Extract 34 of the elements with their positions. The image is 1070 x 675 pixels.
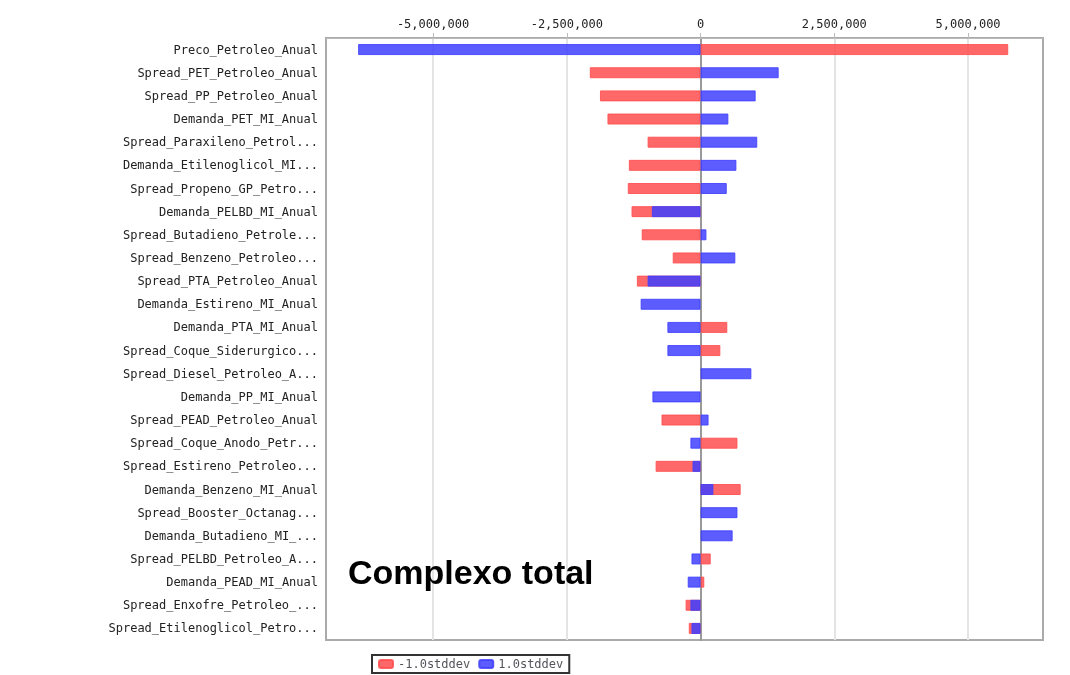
y-tick-label: Demanda_PET_MI_Anual xyxy=(173,112,318,127)
y-tick-label: Spread_Coque_Anodo_Petr... xyxy=(130,436,318,451)
y-tick-label: Preco_Petroleo_Anual xyxy=(173,42,318,57)
x-tick-label: 5,000,000 xyxy=(935,17,1001,31)
y-tick-label: Spread_Paraxileno_Petrol... xyxy=(122,135,318,150)
y-tick-label: Spread_Booster_Octanag... xyxy=(137,505,318,520)
y-tick-label: Demanda_Etilenoglicol_MI... xyxy=(122,158,318,173)
legend-label: -1.0stddev xyxy=(398,657,471,671)
x-tick-label: 0 xyxy=(696,17,705,31)
y-tick-label: Demanda_Butadieno_MI_... xyxy=(144,528,318,543)
y-tick-label: Spread_Etilenoglicol_Petro... xyxy=(108,621,318,636)
y-tick-label: Demanda_PEAD_MI_Anual xyxy=(166,575,318,590)
y-tick-label: Spread_Benzeno_Petroleo... xyxy=(130,250,318,265)
y-tick-label: Spread_Propeno_GP_Petro... xyxy=(130,181,318,196)
y-tick-label: Demanda_Benzeno_MI_Anual xyxy=(144,482,318,497)
x-tick-label: -5,000,000 xyxy=(396,17,470,31)
annotation: Complexo total xyxy=(348,553,594,591)
y-tick-label: Spread_PP_Petroleo_Anual xyxy=(144,88,318,103)
x-tick-label: -2,500,000 xyxy=(530,17,603,31)
y-tick-label: Demanda_PTA_MI_Anual xyxy=(173,320,318,335)
y-tick-label: Spread_Estireno_Petroleo... xyxy=(122,459,318,474)
legend-label: 1.0stddev xyxy=(498,657,564,671)
y-tick-label: Spread_Diesel_Petroleo_A... xyxy=(122,366,318,381)
y-tick-label: Spread_Coque_Siderurgico... xyxy=(122,343,318,358)
y-tick-label: Spread_Enxofre_Petroleo_... xyxy=(122,598,318,613)
y-tick-label: Spread_PEAD_Petroleo_Anual xyxy=(130,413,318,428)
y-tick-label: Demanda_Estireno_MI_Anual xyxy=(137,297,318,312)
x-tick-label: 2,500,000 xyxy=(801,17,867,31)
y-tick-label: Spread_PTA_Petroleo_Anual xyxy=(137,274,318,289)
y-tick-label: Spread_Butadieno_Petrole... xyxy=(122,227,318,242)
y-tick-label: Demanda_PP_MI_Anual xyxy=(180,389,318,404)
y-tick-label: Demanda_PELBD_MI_Anual xyxy=(159,204,318,219)
y-tick-label: Spread_PELBD_Petroleo_A... xyxy=(130,551,318,566)
y-tick-label: Spread_PET_Petroleo_Anual xyxy=(137,65,318,80)
